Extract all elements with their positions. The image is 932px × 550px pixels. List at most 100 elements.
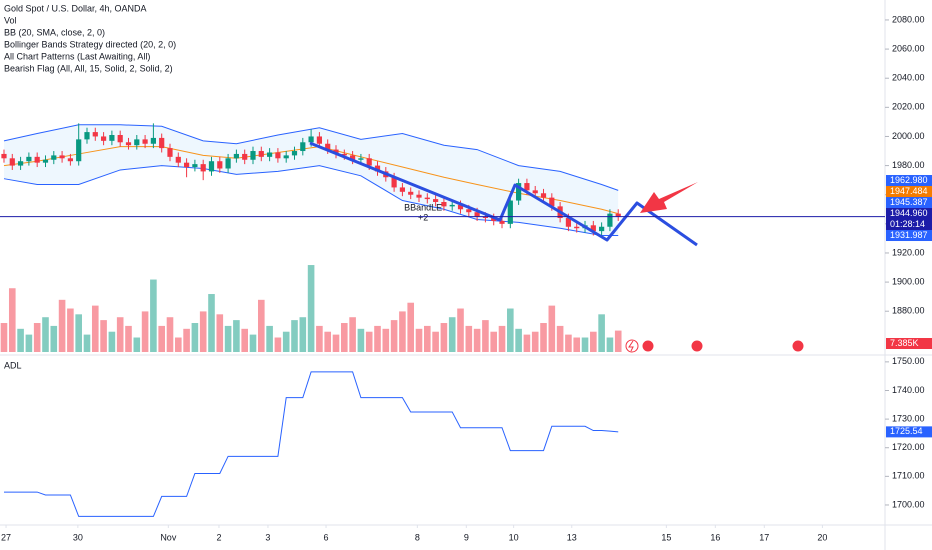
badge-bg <box>886 175 932 187</box>
x-tick-label: 3 <box>265 532 270 542</box>
volume-bar <box>116 317 124 352</box>
bb-fill <box>3 124 619 236</box>
volume-bar <box>8 288 16 352</box>
volume-bar <box>257 299 265 352</box>
volume-bar <box>349 317 356 352</box>
badge-bg <box>886 426 932 438</box>
x-tick-label: 9 <box>464 532 469 542</box>
volume-bar <box>199 311 207 352</box>
volume-bar <box>415 328 423 352</box>
candle-body <box>408 191 414 195</box>
candle-body <box>399 187 406 192</box>
candle-body <box>590 225 596 232</box>
candle-body <box>17 161 24 166</box>
volume-bar <box>108 331 116 352</box>
volume-bar <box>50 325 58 352</box>
candle-body <box>283 155 289 159</box>
candle-body <box>192 164 198 168</box>
x-tick-label: 16 <box>710 532 720 542</box>
volume-bar <box>249 334 257 352</box>
volume-bar <box>25 334 33 352</box>
volume-bar <box>523 334 531 352</box>
volume-bar <box>75 314 82 352</box>
volume-bar <box>565 334 572 352</box>
candle-body <box>466 209 472 213</box>
candle-body <box>42 159 49 163</box>
x-tick-label: 10 <box>509 532 519 542</box>
candle-body <box>366 158 372 166</box>
candle-body <box>325 143 331 150</box>
volume-bar <box>606 337 614 352</box>
volume-bar <box>598 314 605 352</box>
y-tick-label: 1720.00 <box>892 442 925 452</box>
volume-bar <box>341 323 348 352</box>
y-tick-label: 1900.00 <box>892 276 925 286</box>
volume-bar <box>473 328 481 352</box>
volume-bar <box>515 328 522 352</box>
event-icon <box>628 340 634 352</box>
volume-bar <box>540 323 547 352</box>
pane-title: ADL <box>4 360 22 370</box>
volume-bar <box>581 337 589 352</box>
event-icon <box>625 339 639 353</box>
volume-bar <box>191 323 199 352</box>
candle-body <box>308 136 314 143</box>
volume-bar <box>58 299 66 352</box>
badge-label: 1945.387 <box>890 197 928 207</box>
volume-bar <box>67 308 74 352</box>
candle-body <box>516 183 522 201</box>
volume-bar <box>324 331 332 352</box>
volume-bar <box>42 317 49 352</box>
y-tick-label: 1750.00 <box>892 356 925 366</box>
badge-bg <box>886 197 932 209</box>
y-tick-label: 1730.00 <box>892 413 925 423</box>
volume-bar <box>556 325 564 352</box>
flag-icon <box>641 339 655 353</box>
volume-bar <box>150 279 157 352</box>
x-tick-label: 6 <box>324 532 329 542</box>
candle-body <box>242 153 248 160</box>
x-tick-label: 30 <box>73 532 83 542</box>
indicator-label: All Chart Patterns (Last Awaiting, All) <box>4 51 150 61</box>
volume-bar <box>141 311 149 352</box>
volume-bar <box>357 328 365 352</box>
volume-bar <box>390 320 398 352</box>
bb-lower <box>3 165 619 236</box>
volume-bar <box>573 337 581 352</box>
candle-body <box>117 135 123 143</box>
volume-bar <box>316 325 323 352</box>
candle-body <box>549 197 555 207</box>
y-tick-label: 1710.00 <box>892 471 925 481</box>
signal-sub: +2 <box>418 212 428 222</box>
badge-label: 7.385K <box>890 338 919 348</box>
candle-body <box>34 156 40 163</box>
y-tick-label: 1740.00 <box>892 385 925 395</box>
bb-upper <box>3 124 619 191</box>
volume-bar <box>133 337 141 352</box>
volume-bar <box>465 325 473 352</box>
volume-bar <box>548 305 556 352</box>
badge-label: 1725.54 <box>890 426 923 436</box>
volume-bar <box>33 323 41 352</box>
adl-line <box>3 371 619 517</box>
volume-bar <box>407 302 415 352</box>
candle-body <box>574 226 580 229</box>
y-tick-label: 2020.00 <box>892 102 925 112</box>
candle-body <box>134 139 140 146</box>
indicator-label: Bollinger Bands Strategy directed (20, 2… <box>4 39 176 49</box>
volume-bar <box>274 337 282 352</box>
candle-body <box>374 165 381 172</box>
badge-bg <box>886 186 932 198</box>
candle-body <box>250 151 256 160</box>
candle-body <box>433 199 439 202</box>
y-tick-label: 2080.00 <box>892 14 925 24</box>
candle-body <box>150 137 156 144</box>
x-tick-label: 27 <box>1 532 11 542</box>
volume-bar <box>332 334 340 352</box>
badge-label: 1931.987 <box>890 230 928 240</box>
volume-bar <box>482 320 489 352</box>
x-tick-label: Nov <box>160 532 177 542</box>
event-icons <box>625 339 805 353</box>
candle-body <box>258 151 264 157</box>
